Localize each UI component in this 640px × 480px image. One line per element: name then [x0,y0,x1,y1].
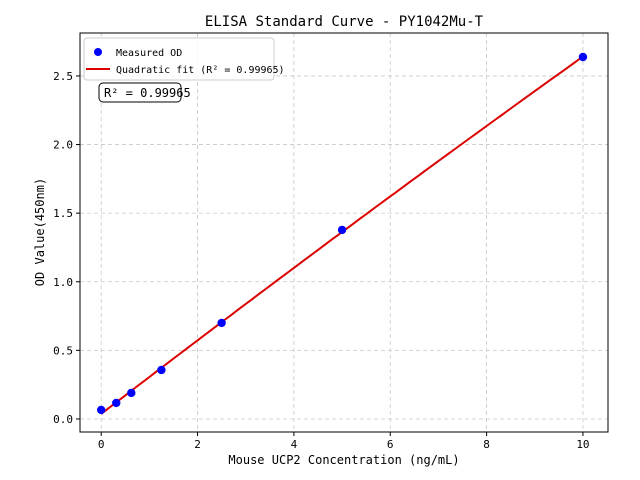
y-tick-label: 0.0 [53,413,73,426]
data-point [578,52,588,62]
y-axis-label: OD Value(450nm) [33,178,47,286]
x-tick-label: 10 [576,438,589,451]
x-tick-label: 8 [483,438,490,451]
x-tick-label: 6 [387,438,394,451]
legend-marker-points [94,48,102,56]
r2-annotation: R² = 0.99965 [98,82,191,103]
x-ticks: 0 2 4 6 8 10 [98,432,590,451]
x-tick-label: 0 [98,438,105,451]
data-point [96,405,106,415]
x-tick-label: 4 [291,438,298,451]
y-tick-label: 2.0 [53,139,73,152]
r2-text: R² = 0.99965 [104,86,191,100]
data-point [157,365,166,375]
data-point [217,318,226,328]
plot-frame [79,32,609,433]
points-layer [96,52,588,415]
fit-layer [100,55,584,415]
data-point [337,225,347,235]
legend-label-fit: Quadratic fit (R² = 0.99965) [116,65,285,76]
legend: Measured OD Quadratic fit (R² = 0.99965) [83,37,285,81]
y-tick-label: 1.5 [53,207,73,220]
y-ticks: 0.0 0.5 1.0 1.5 2.0 2.5 [53,70,80,426]
x-axis-label: Mouse UCP2 Concentration (ng/mL) [228,453,459,467]
fit-curve [100,55,584,415]
data-point [112,398,121,408]
y-tick-label: 1.0 [53,276,73,289]
x-tick-label: 2 [194,438,201,451]
y-tick-label: 0.5 [53,344,73,357]
chart-title: ELISA Standard Curve - PY1042Mu-T [205,14,484,30]
r2-box [98,82,182,103]
legend-box [83,37,275,81]
y-tick-label: 2.5 [53,70,73,83]
legend-label-points: Measured OD [116,48,182,59]
data-point [127,388,136,398]
